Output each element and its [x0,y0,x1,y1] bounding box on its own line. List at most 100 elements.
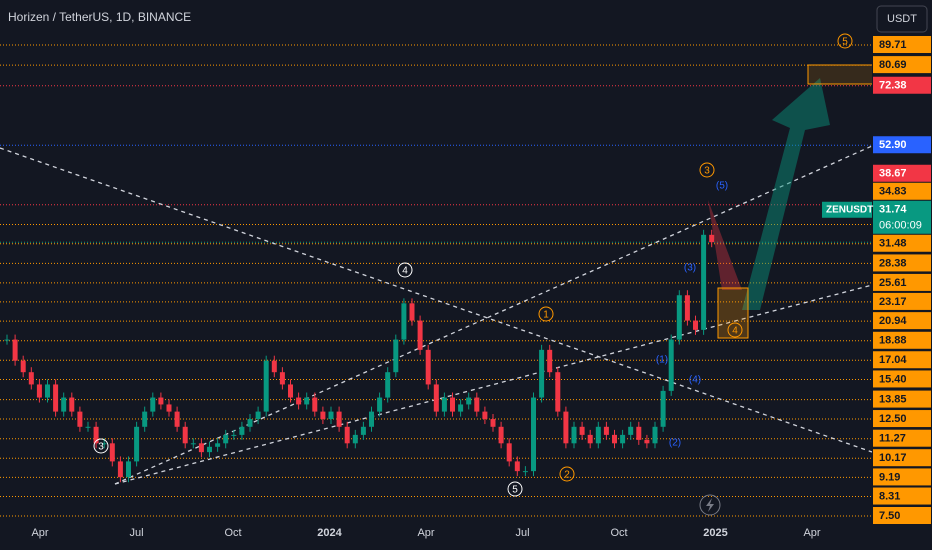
candle [360,426,366,435]
candle [369,411,374,427]
candle [150,397,156,412]
candle [20,360,26,373]
candle [393,339,399,373]
candle [709,234,715,243]
price-label-bg [873,429,931,447]
candle [93,426,99,444]
price-axis-labels: 7.50 8.31 9.19 10.17 11.27 12.50 13.85 15.40 17.… [822,36,931,524]
candle [190,443,196,445]
time-label: 2024 [317,527,342,539]
candle [36,384,42,398]
candle [352,434,358,444]
price-label: 18.88 [879,335,907,347]
currency[interactable]: USDT [887,13,917,25]
candle [247,419,253,427]
time-label: Jul [515,527,529,539]
time-label: Jul [129,527,143,539]
price-label-bg [873,36,931,53]
price-label: 9.19 [879,471,900,483]
candle [142,411,148,427]
candle [279,372,285,385]
price-label-bg [873,410,931,428]
candle [474,397,480,412]
price-label-bg [873,164,931,182]
candle [377,397,383,412]
price-label: 23.17 [879,296,907,308]
candle [385,372,391,398]
candle [433,384,439,412]
price-label: 52.90 [879,139,907,151]
candle [522,471,528,473]
candle [401,303,407,340]
candle [174,411,180,427]
candle [255,411,261,420]
candle [134,426,140,462]
time-axis: Apr Jul Oct 2024 Apr Jul Oct 2025 Apr [31,527,820,539]
candles [4,229,715,483]
wave-circle [727,322,743,338]
price-label: 28.38 [879,257,907,269]
price-label: 31.74 [879,204,907,216]
price-label-bg [873,56,931,74]
wave-label: 3 [98,442,104,453]
wave-label: (1) [656,355,668,366]
waves: 3 4 5 1 2 3 4 5 (1) (2) (3) (4) (5) [93,33,853,497]
candle [263,360,269,412]
projection-up [742,78,830,310]
price-label: 11.27 [879,433,906,445]
candle [304,397,310,405]
trend-line [0,147,873,453]
price-label-bg [873,200,931,234]
wave-label: 5 [512,485,518,496]
time-label: Oct [610,527,627,539]
candle [620,434,626,444]
wave-circle [559,466,575,482]
candle [458,404,464,412]
wave-label: 3 [704,166,710,177]
candle [531,397,536,472]
candle [660,390,666,427]
candle [571,426,577,444]
symbol-bg [822,201,872,218]
price-label: 38.67 [879,168,907,180]
candle [441,397,447,412]
currency-button[interactable] [876,5,928,33]
time-label: Apr [417,527,434,539]
candle [4,339,10,341]
candle [579,426,585,435]
price-label: 15.40 [879,373,907,385]
entry-box [717,287,749,339]
price-label-bg [873,254,931,272]
candle [676,295,682,340]
candle [595,426,601,444]
time-label: Apr [31,527,48,539]
price-label: 89.71 [879,39,907,51]
candle [693,320,698,330]
price-label-bg [873,487,931,505]
candle [69,397,75,412]
candle [215,443,221,447]
price-label-bg [873,331,931,349]
price-label: 80.69 [879,59,907,71]
wave-label: (4) [689,375,701,386]
candle [45,384,50,398]
price-label-bg [873,76,931,94]
wave-circle [507,481,523,497]
price-label: 7.50 [879,510,900,522]
wave-circle [397,262,413,278]
candle [198,443,204,453]
price-label: 72.38 [879,80,907,92]
icon [699,494,721,516]
price-label-bg [873,507,931,524]
drawings [0,64,875,485]
wave-label: 4 [732,326,738,337]
price-label-bg [873,234,931,252]
candle [612,434,617,444]
price-label: 10.17 [879,452,907,464]
candle [77,411,83,427]
price-label-bg [873,136,931,154]
candle [425,349,431,385]
price-label-bg [873,292,931,310]
time-label: Apr [803,527,820,539]
candle [271,360,277,373]
